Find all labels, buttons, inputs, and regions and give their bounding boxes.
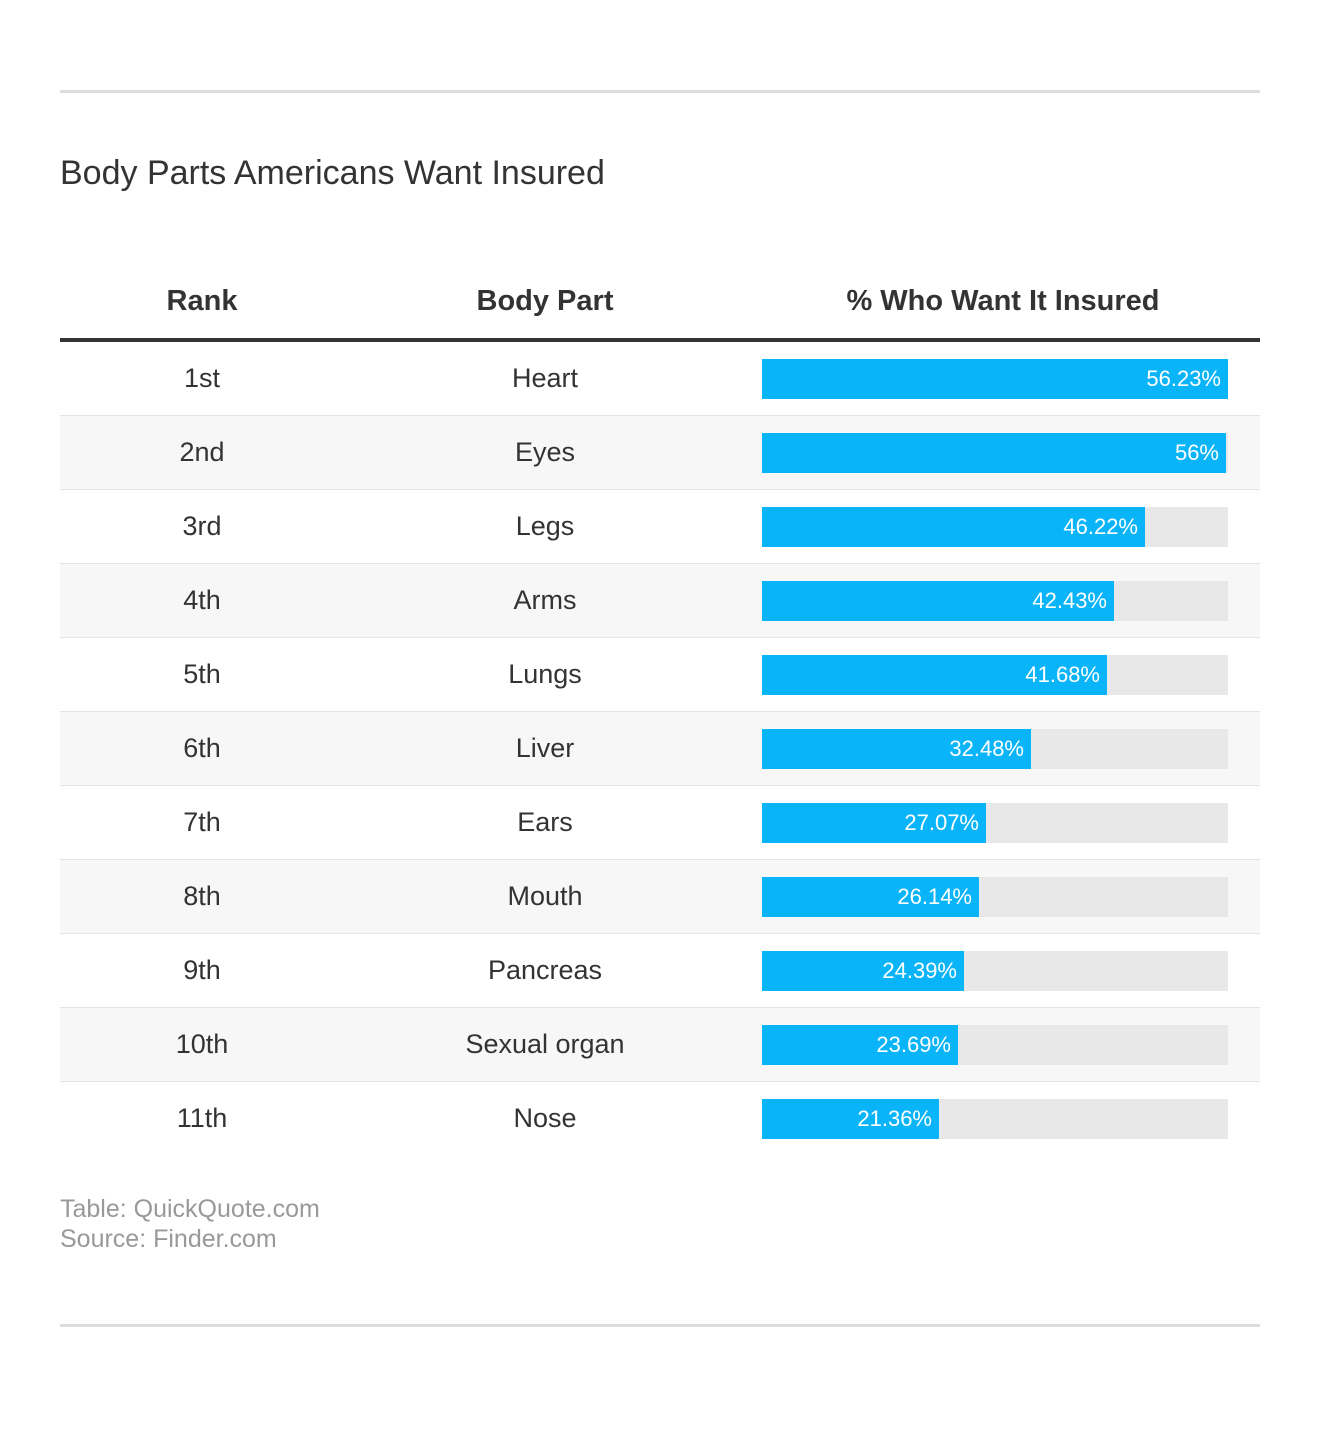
rank-cell: 5th <box>183 659 221 689</box>
bar-value-label: 27.07% <box>904 810 979 835</box>
table-row: 7th Ears 27.07% <box>60 786 1260 860</box>
rank-cell: 6th <box>183 733 221 763</box>
bar-track: 32.48% <box>762 729 1228 769</box>
bar-value-label: 41.68% <box>1025 662 1100 687</box>
bar-track: 23.69% <box>762 1025 1228 1065</box>
body-part-cell: Mouth <box>507 881 583 911</box>
bar-track: 24.39% <box>762 951 1228 991</box>
bar-value-label: 26.14% <box>897 884 972 909</box>
bar: 42.43% <box>762 581 1114 621</box>
bar-value-label: 42.43% <box>1032 588 1107 613</box>
header-body-part: Body Part <box>476 285 614 317</box>
bar-value-label: 23.69% <box>876 1032 951 1057</box>
bar: 41.68% <box>762 655 1107 695</box>
bar: 32.48% <box>762 729 1031 769</box>
bar-value-label: 24.39% <box>882 958 957 983</box>
data-table: Rank Body Part % Who Want It Insured 1st… <box>60 264 1260 1155</box>
bar-value-label: 21.36% <box>857 1106 932 1131</box>
body-part-cell: Arms <box>513 585 577 615</box>
header-percent: % Who Want It Insured <box>846 285 1160 317</box>
bar-track: 41.68% <box>762 655 1228 695</box>
rank-cell: 8th <box>183 881 221 911</box>
table-row: 2nd Eyes 56% <box>60 416 1260 490</box>
bar-track: 27.07% <box>762 803 1228 843</box>
bar-value-label: 46.22% <box>1063 514 1138 539</box>
bar: 26.14% <box>762 877 979 917</box>
bar: 27.07% <box>762 803 986 843</box>
table-body: 1st Heart 56.23% 2nd Eyes 56% 3rd Legs 46.22% 4th… <box>60 342 1260 1155</box>
table-header: Rank Body Part % Who Want It Insured <box>60 264 1260 342</box>
chart-title: Body Parts Americans Want Insured <box>60 154 605 192</box>
bar-track: 56.23% <box>762 359 1228 399</box>
body-part-cell: Lungs <box>508 659 582 689</box>
table-row: 11th Nose 21.36% <box>60 1082 1260 1155</box>
bar: 56% <box>762 433 1226 473</box>
source-credit: Source: Finder.com <box>60 1225 277 1253</box>
table-row: 1st Heart 56.23% <box>60 342 1260 416</box>
rank-cell: 2nd <box>179 437 225 467</box>
header-rank: Rank <box>166 285 238 317</box>
rank-cell: 10th <box>175 1029 229 1059</box>
body-part-cell: Legs <box>515 511 575 541</box>
rank-cell: 9th <box>183 955 221 985</box>
body-part-cell: Heart <box>511 363 579 393</box>
table-row: 9th Pancreas 24.39% <box>60 934 1260 1008</box>
body-part-cell: Eyes <box>514 437 576 467</box>
table-row: 8th Mouth 26.14% <box>60 860 1260 934</box>
bar-track: 26.14% <box>762 877 1228 917</box>
bar: 56.23% <box>762 359 1228 399</box>
bar-value-label: 32.48% <box>949 736 1024 761</box>
footer: Table: QuickQuote.com Source: Finder.com <box>60 1194 320 1254</box>
bar: 21.36% <box>762 1099 939 1139</box>
bar: 46.22% <box>762 507 1145 547</box>
bar: 24.39% <box>762 951 964 991</box>
top-divider <box>60 90 1260 93</box>
body-part-cell: Pancreas <box>487 955 603 985</box>
body-part-cell: Sexual organ <box>465 1029 625 1059</box>
bar-track: 21.36% <box>762 1099 1228 1139</box>
table-row: 5th Lungs 41.68% <box>60 638 1260 712</box>
table-row: 10th Sexual organ 23.69% <box>60 1008 1260 1082</box>
rank-cell: 7th <box>183 807 221 837</box>
bar-track: 42.43% <box>762 581 1228 621</box>
bar-value-label: 56% <box>1174 440 1219 465</box>
rank-cell: 4th <box>183 585 221 615</box>
bar-value-label: 56.23% <box>1146 366 1221 391</box>
table-row: 3rd Legs 46.22% <box>60 490 1260 564</box>
table-row: 4th Arms 42.43% <box>60 564 1260 638</box>
body-part-cell: Liver <box>515 733 575 763</box>
bar: 23.69% <box>762 1025 958 1065</box>
bar-track: 56% <box>762 433 1228 473</box>
table-credit: Table: QuickQuote.com <box>60 1195 320 1223</box>
body-part-cell: Ears <box>517 807 573 837</box>
body-part-cell: Nose <box>513 1103 577 1133</box>
bottom-divider <box>60 1324 1260 1327</box>
rank-cell: 3rd <box>182 511 222 541</box>
bar-track: 46.22% <box>762 507 1228 547</box>
rank-cell: 1st <box>183 363 221 393</box>
table-row: 6th Liver 32.48% <box>60 712 1260 786</box>
rank-cell: 11th <box>176 1103 228 1133</box>
